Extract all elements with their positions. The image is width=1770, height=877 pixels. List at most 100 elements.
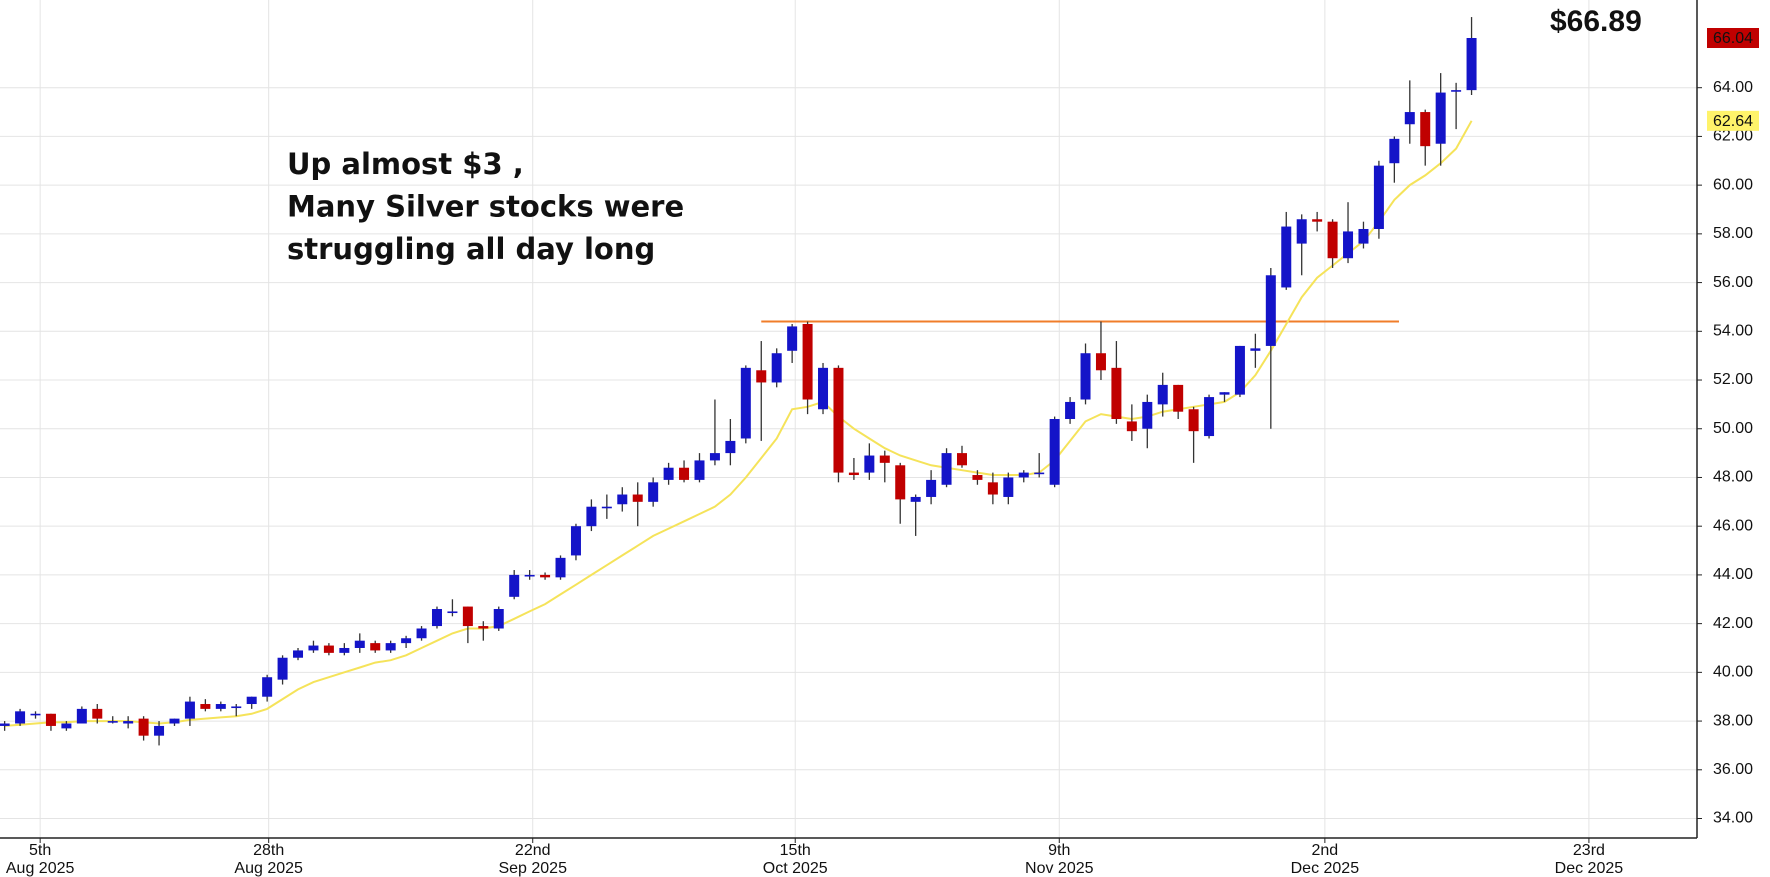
candle-body <box>895 465 906 500</box>
candle-body <box>848 472 859 476</box>
candle-body <box>787 326 798 351</box>
candle-body <box>601 506 612 509</box>
candle-body <box>555 557 566 578</box>
candle-body <box>679 467 690 480</box>
y-tick-label: 34.00 <box>1713 810 1753 827</box>
candle-body <box>200 704 211 709</box>
candle-body <box>694 460 705 480</box>
candle-body <box>1126 421 1137 432</box>
last-price-tag-box <box>1707 28 1759 49</box>
x-tick-label: 9th Nov 2025 <box>1025 842 1094 877</box>
candle-body <box>385 643 396 651</box>
candle-body <box>617 494 628 505</box>
candle-body <box>401 638 412 644</box>
candle-body <box>293 650 304 658</box>
ma-tag-box <box>1707 110 1759 131</box>
candle-body <box>1065 401 1076 419</box>
candle-body <box>76 708 87 724</box>
moving-average <box>4 120 1473 727</box>
candle-body <box>1173 384 1184 412</box>
candle-body <box>169 718 180 724</box>
candle-body <box>184 701 195 719</box>
candle-body <box>818 367 829 410</box>
candle-body <box>246 696 257 705</box>
candle-body <box>92 708 103 719</box>
y-tick-label: 62.00 <box>1713 128 1753 145</box>
price-note: $66.89 <box>1550 5 1642 38</box>
candle-body <box>864 455 875 473</box>
ma-tag: 62.64 <box>1713 113 1753 130</box>
candle-body <box>1296 219 1307 244</box>
candle-body <box>1018 472 1029 478</box>
candle-body <box>632 494 643 502</box>
candle-body <box>1373 165 1384 229</box>
x-tick-label: 2nd Dec 2025 <box>1290 842 1360 877</box>
candle-body <box>1188 409 1199 432</box>
candle-body <box>540 574 551 578</box>
candle-body <box>1343 231 1354 259</box>
candle-body <box>354 640 365 648</box>
y-tick-label: 50.00 <box>1713 420 1753 437</box>
candle-body <box>154 725 165 736</box>
candle-body <box>493 609 504 629</box>
y-tick-label: 60.00 <box>1713 176 1753 193</box>
y-tick-label: 48.00 <box>1713 469 1753 486</box>
candle-body <box>1204 397 1215 437</box>
candle-body <box>1234 345 1245 395</box>
candle-body <box>1157 384 1168 405</box>
y-tick-label: 42.00 <box>1713 615 1753 632</box>
last-price-tag: 66.04 <box>1713 30 1753 47</box>
x-tick-label: 5th Aug 2025 <box>5 842 75 877</box>
candle-body <box>725 440 736 454</box>
candle-body <box>1111 367 1122 419</box>
x-tick-label: 22nd Sep 2025 <box>498 842 567 877</box>
candle-body <box>370 643 381 651</box>
candle-body <box>1358 228 1369 244</box>
y-tick-label: 36.00 <box>1713 761 1753 778</box>
candle-body <box>956 453 967 466</box>
candle-body <box>339 647 350 653</box>
candle-body <box>231 706 242 709</box>
candle-body <box>107 721 118 723</box>
candle-body <box>447 611 458 614</box>
y-tick-label: 44.00 <box>1713 566 1753 583</box>
candle-body <box>215 704 226 709</box>
annotation: Many Silver stocks were <box>287 190 684 224</box>
candle-body <box>61 723 72 729</box>
candle-body <box>1219 392 1230 395</box>
candle-body <box>926 479 937 497</box>
candle-body <box>0 723 10 726</box>
candle-body <box>1265 275 1276 346</box>
candle-body <box>972 475 983 480</box>
annotation: Up almost $3 , <box>287 147 524 181</box>
candle-body <box>709 453 720 461</box>
x-tick-label: 23rd Dec 2025 <box>1554 842 1624 877</box>
candle-body <box>1142 401 1153 429</box>
y-tick-label: 46.00 <box>1713 517 1753 534</box>
candle-body <box>740 367 751 439</box>
candle-body <box>277 657 288 680</box>
candle-body <box>1435 92 1446 144</box>
candle-body <box>1451 90 1462 92</box>
candle-body <box>1404 112 1415 125</box>
candle-body <box>1080 353 1091 400</box>
candle-body <box>586 506 597 527</box>
x-tick-label: 15th Oct 2025 <box>762 842 828 877</box>
candle-body <box>1250 348 1261 351</box>
y-tick-label: 54.00 <box>1713 323 1753 340</box>
annotation: struggling all day long <box>287 232 655 266</box>
candle-body <box>1281 226 1292 288</box>
y-tick-label: 56.00 <box>1713 274 1753 291</box>
y-tick-label: 40.00 <box>1713 664 1753 681</box>
candle-body <box>987 482 998 495</box>
candle-body <box>1327 221 1338 259</box>
candle-body <box>30 713 41 716</box>
candle-body <box>648 482 659 502</box>
candle-body <box>771 353 782 383</box>
candle-body <box>15 711 26 724</box>
candle-body <box>1420 112 1431 147</box>
candle-body <box>941 453 952 485</box>
candle-body <box>802 323 813 400</box>
candle-body <box>756 370 767 383</box>
